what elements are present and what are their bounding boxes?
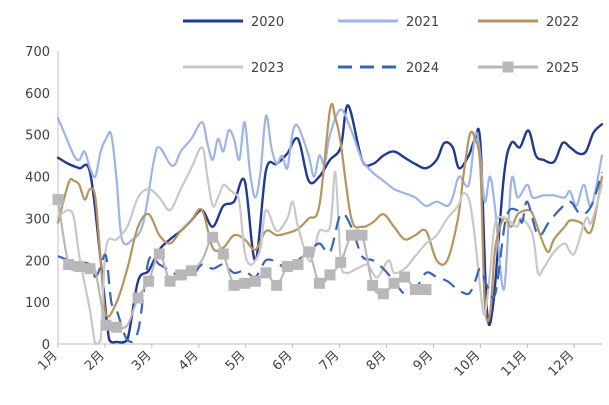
- x-tick-label: 6月: [270, 348, 296, 374]
- series-marker-2025: [63, 258, 75, 270]
- series-marker-2025: [164, 275, 176, 287]
- series-marker-2025: [420, 284, 432, 296]
- series-marker-2025: [367, 279, 379, 291]
- series-marker-2025: [388, 277, 400, 289]
- legend-marker-2025: [502, 61, 514, 73]
- series-marker-2025: [143, 275, 155, 287]
- x-tick-label: 9月: [411, 348, 437, 374]
- x-tick-label: 3月: [129, 348, 155, 374]
- series-marker-2025: [52, 194, 64, 206]
- legend-label-2020: 2020: [251, 15, 284, 30]
- series-marker-2025: [175, 269, 187, 281]
- x-tick-label: 1月: [35, 348, 61, 374]
- y-tick-label: 700: [25, 45, 50, 60]
- series-marker-2025: [228, 279, 240, 291]
- series-marker-2025: [217, 248, 229, 260]
- series-marker-2025: [303, 246, 315, 258]
- legend-label-2022: 2022: [546, 15, 579, 30]
- legend-item-2021: 2021: [338, 15, 439, 30]
- series-marker-2025: [207, 231, 219, 243]
- legend-item-2022: 2022: [478, 15, 579, 30]
- legend-item-2025: 2025: [478, 61, 579, 76]
- x-tick-label: 5月: [223, 348, 249, 374]
- series-marker-2025: [324, 269, 336, 281]
- series-marker-2025: [271, 279, 283, 291]
- series-marker-2025: [185, 265, 197, 277]
- series-marker-2025: [356, 229, 368, 241]
- series-marker-2025: [409, 284, 421, 296]
- x-tick-label: 12月: [546, 348, 577, 379]
- series-marker-2025: [132, 292, 144, 304]
- series-marker-2025: [249, 275, 261, 287]
- y-tick-label: 400: [25, 171, 50, 186]
- legend-label-2023: 2023: [251, 61, 284, 76]
- series-marker-2025: [399, 271, 411, 283]
- x-tick-label: 8月: [364, 348, 390, 374]
- series-line-2020: [56, 104, 604, 344]
- series-line-2023: [56, 146, 604, 346]
- series-line-2021: [56, 108, 604, 291]
- series-marker-2025: [292, 258, 304, 270]
- legend-label-2021: 2021: [406, 15, 439, 30]
- series-marker-2025: [73, 261, 85, 273]
- y-tick-label: 500: [25, 129, 50, 144]
- y-tick-label: 100: [25, 296, 50, 311]
- x-tick-label: 2月: [82, 348, 108, 374]
- series-marker-2025: [377, 288, 389, 300]
- legend-item-2024: 2024: [338, 61, 439, 76]
- legend-item-2023: 2023: [183, 61, 284, 76]
- series-marker-2025: [153, 248, 165, 260]
- series-marker-2025: [100, 319, 112, 331]
- y-tick-label: 0: [42, 338, 50, 353]
- y-tick-label: 300: [25, 212, 50, 227]
- series-line-2022: [56, 102, 604, 323]
- series-marker-2025: [281, 261, 293, 273]
- series-marker-2025: [345, 229, 357, 241]
- legend: 2020 2021 2022 2023 2024 2025: [183, 15, 579, 76]
- legend-label-2024: 2024: [406, 61, 439, 76]
- y-tick-label: 600: [25, 87, 50, 102]
- series-marker-2025: [313, 277, 325, 289]
- legend-label-2025: 2025: [546, 61, 579, 76]
- series-line-2024: [57, 172, 604, 344]
- y-tick-label: 200: [25, 254, 50, 269]
- legend-item-2020: 2020: [183, 15, 284, 30]
- series-marker-2025: [239, 277, 251, 289]
- series-marker-2025: [260, 267, 272, 279]
- series-layer: [52, 102, 604, 346]
- series-marker-2025: [111, 321, 123, 333]
- x-tick-label: 4月: [176, 348, 202, 374]
- x-tick-label: 10月: [452, 348, 483, 379]
- x-tick-label: 7月: [317, 348, 343, 374]
- x-tick-label: 11月: [499, 348, 530, 379]
- series-marker-2025: [84, 263, 96, 275]
- series-marker-2025: [335, 256, 347, 268]
